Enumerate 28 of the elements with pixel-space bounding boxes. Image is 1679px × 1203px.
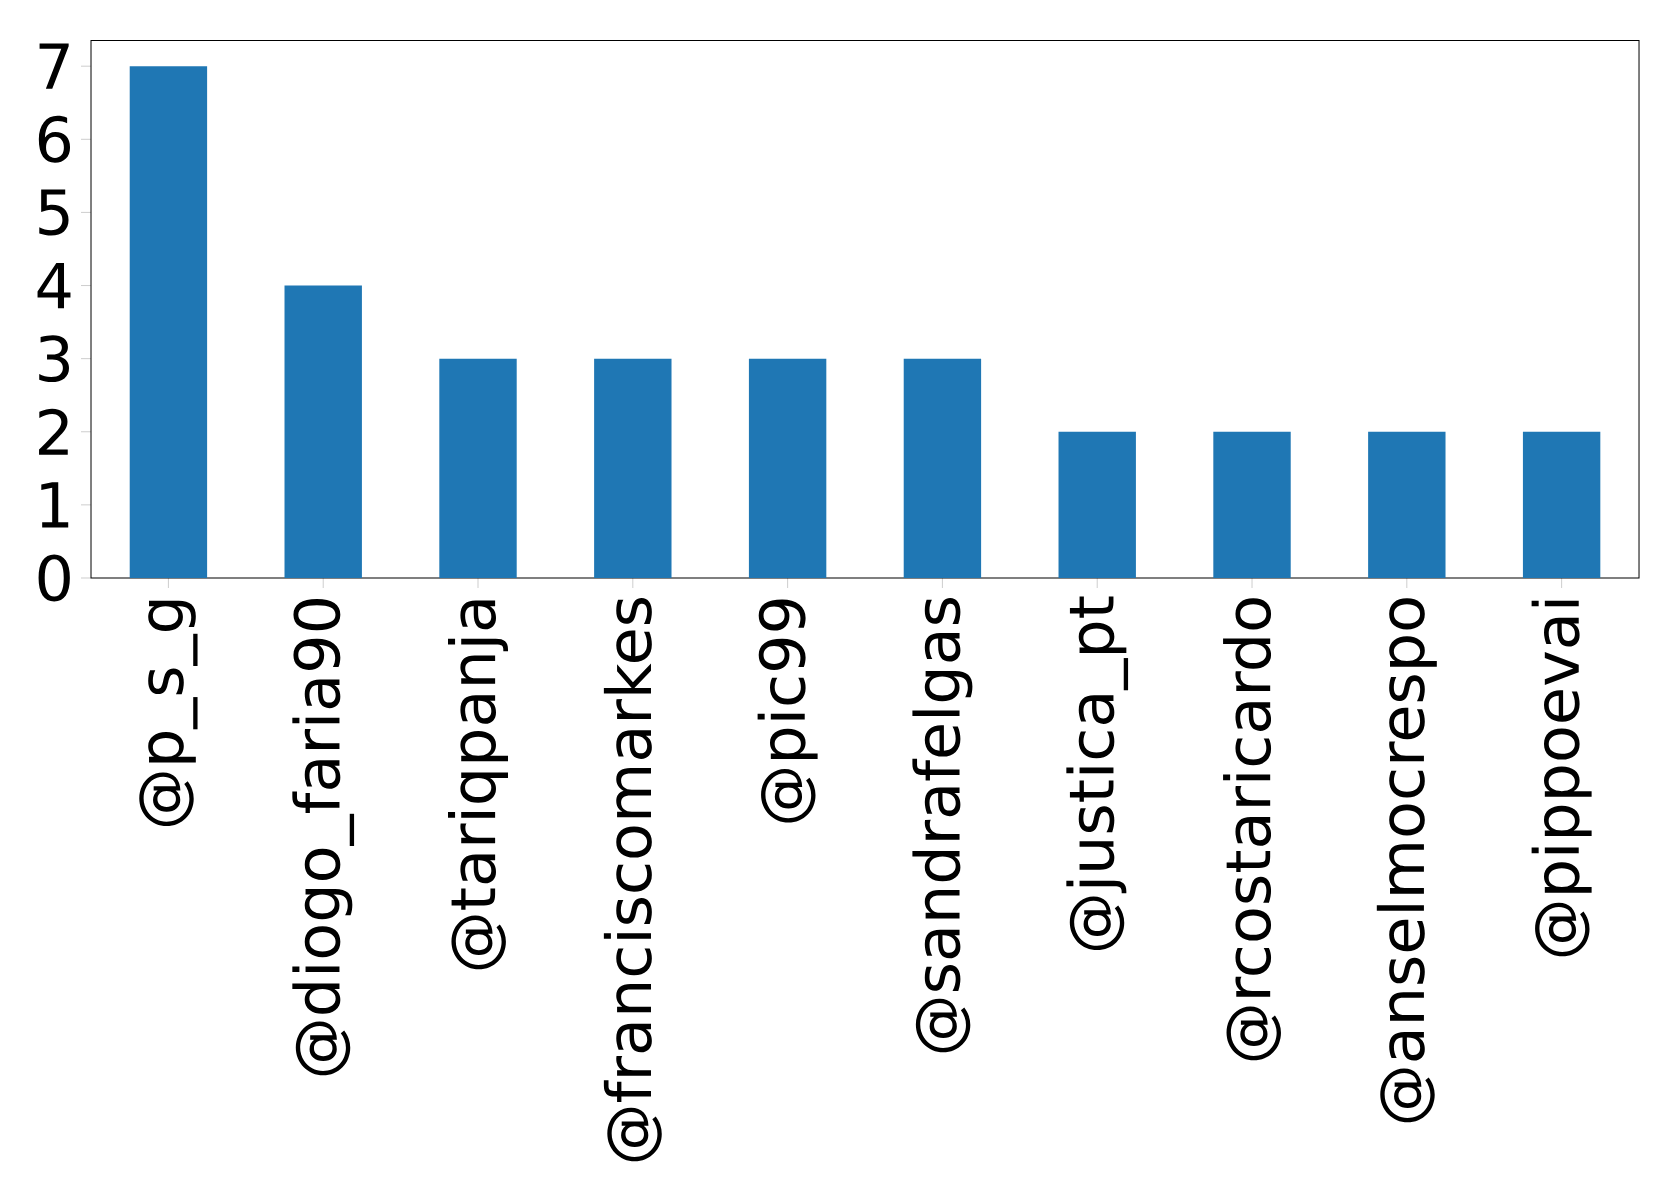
bar xyxy=(594,358,672,578)
y-tick-label: 6 xyxy=(38,115,71,163)
x-tick-label: @justica_pt xyxy=(1066,596,1129,951)
x-tick-label: @p_s_g xyxy=(139,600,198,826)
x-tick-label: @diogo_faria90 xyxy=(292,599,355,1076)
bar xyxy=(903,358,982,578)
bar xyxy=(748,358,827,578)
bar xyxy=(439,358,517,578)
y-tick-label: 2 xyxy=(39,408,68,455)
x-tick-label: @franciscomarkes xyxy=(603,598,662,1162)
x-tick-label: @sandrafelgas xyxy=(912,598,973,1053)
x-tick-label: @rcostaricardo xyxy=(1223,598,1281,1061)
x-tick-label: @pic99 xyxy=(757,599,818,823)
x-tick-label: @anselmocrespo xyxy=(1376,598,1437,1123)
x-tick-label: @tariqpanja xyxy=(448,600,509,970)
x-tick-label: @pippoevai xyxy=(1531,600,1592,957)
y-tick-label: 0 xyxy=(38,554,70,602)
bar xyxy=(1522,431,1601,578)
bar xyxy=(284,285,362,578)
bar xyxy=(1058,431,1136,578)
y-tick-label: 7 xyxy=(39,43,69,89)
bar xyxy=(1368,431,1446,578)
y-tick-label: 5 xyxy=(39,189,69,236)
y-tick-label: 3 xyxy=(39,335,69,383)
y-tick-label: 4 xyxy=(37,262,71,309)
y-tick-label: 1 xyxy=(41,482,69,528)
bar xyxy=(1213,431,1291,578)
bar xyxy=(129,66,208,578)
